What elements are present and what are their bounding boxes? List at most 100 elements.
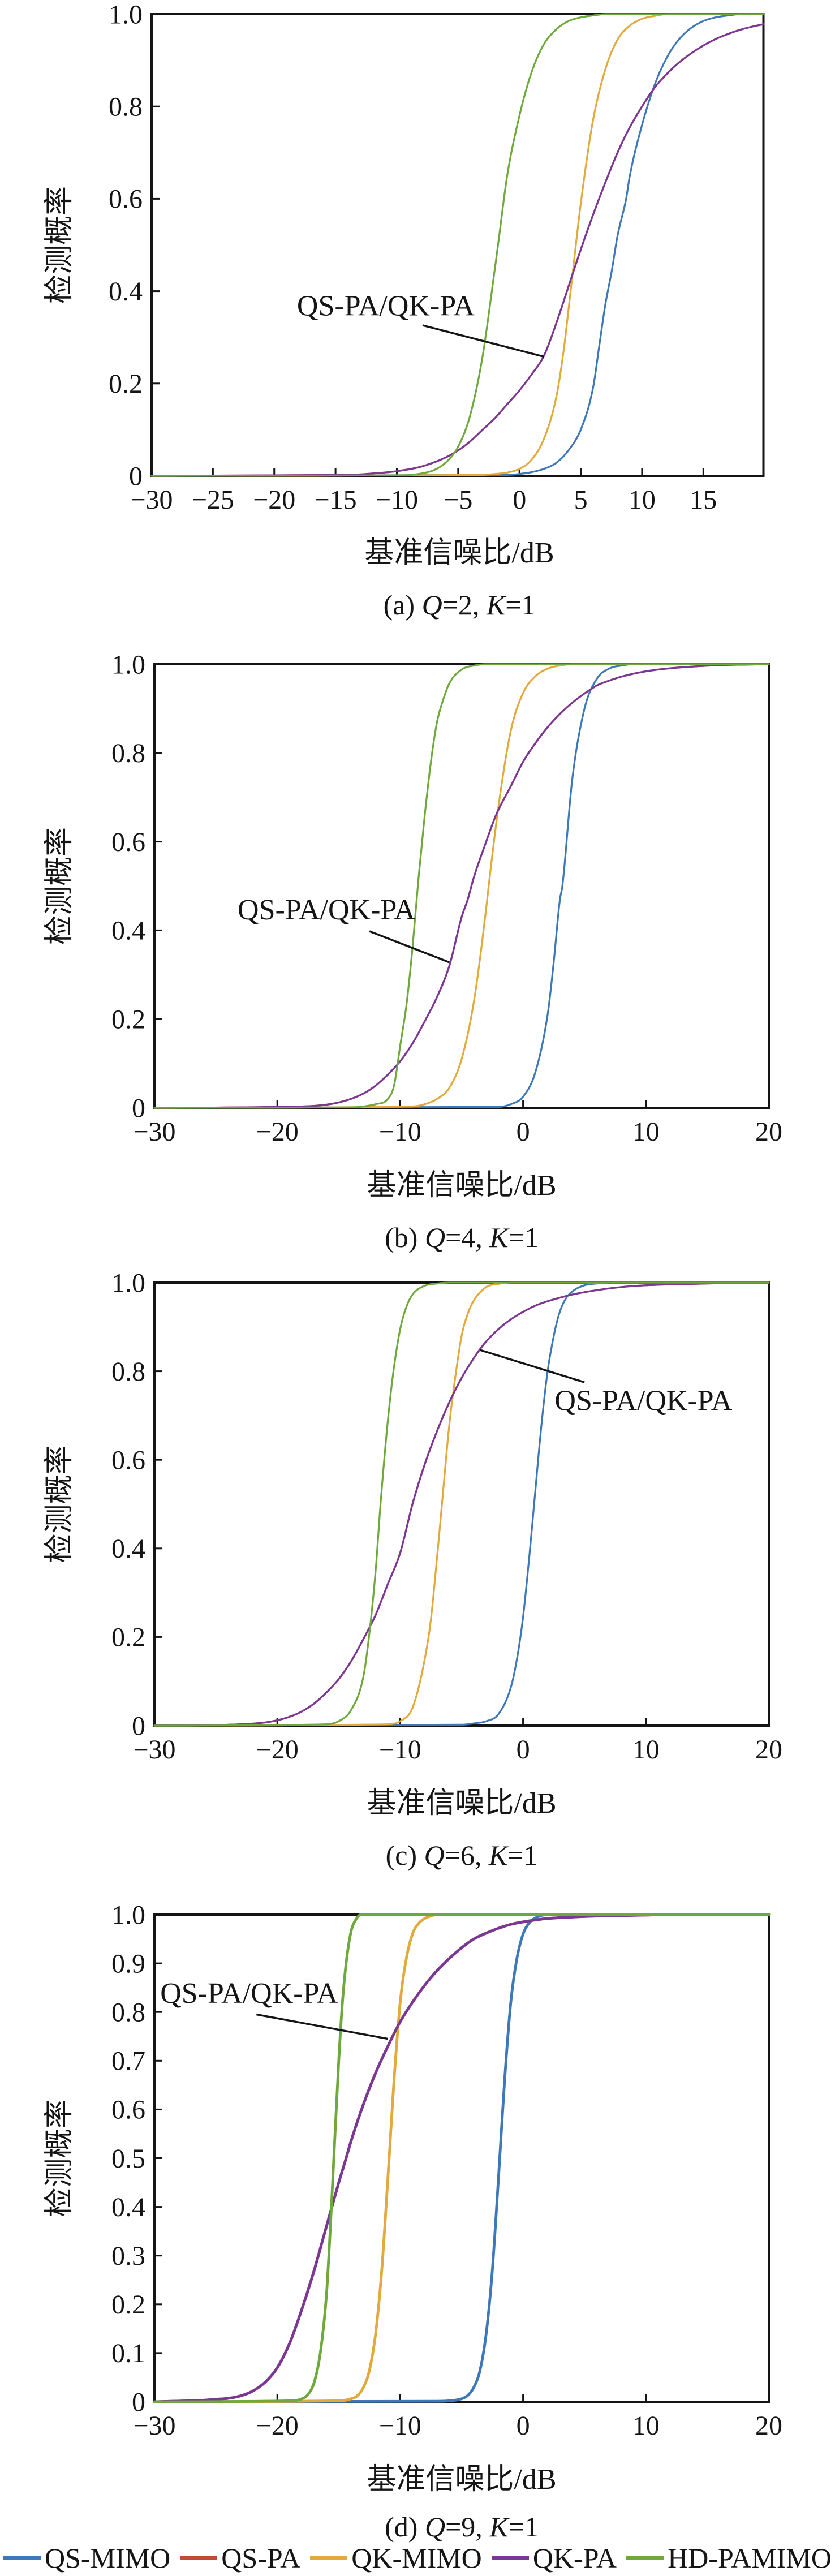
legend-label-qs-pa: QS-PA (221, 2542, 301, 2574)
y-tick-label-d: 1.0 (111, 1900, 145, 1930)
x-tick-label-c: −30 (133, 1735, 175, 1765)
x-axis-label-a: 基准信噪比/dB (364, 537, 554, 569)
caption-part: =9, (445, 2511, 489, 2543)
annotation-leader-b (369, 930, 450, 964)
legend-line-hd-pamimo (626, 2556, 664, 2560)
y-axis-label-d: 检测概率 (44, 2099, 76, 2217)
x-tick-label-d: −30 (133, 2411, 175, 2441)
x-axis-label-b: 基准信噪比/dB (367, 1169, 556, 1202)
y-tick-label-d: 0.4 (111, 2192, 145, 2222)
y-tick-label-a: 0 (129, 461, 143, 491)
y-tick-label-d: 0.7 (111, 2046, 145, 2076)
curve-qk-mimo-a (150, 13, 765, 477)
caption-part: K (489, 1222, 510, 1253)
x-tick-label-d: 20 (755, 2411, 782, 2441)
caption-part: (c) (386, 1839, 424, 1871)
caption-d: (d) Q=9, K=1 (385, 2511, 539, 2543)
caption-part: K (486, 589, 507, 621)
y-tick-label-c: 0 (132, 1711, 145, 1741)
annotation-text-d: QS-PA/QK-PA (160, 1977, 338, 2010)
curve-hd-pamimo-c (153, 1281, 770, 1727)
subplot-c: −30 −20 −10 0 10 20 0 0.2 0.4 0.6 0.8 1.0 QS-PA/QK-P… (44, 1268, 782, 1871)
y-tick-label-a: 0.2 (109, 369, 143, 399)
curve-hd-pamimo-b (153, 663, 770, 1109)
x-tick-label-c: −10 (379, 1735, 421, 1765)
y-tick-label-a: 0.8 (109, 92, 143, 122)
plot-frame-c (153, 1281, 770, 1727)
y-axis-label-b: 检测概率 (44, 827, 76, 945)
y-axis-label-c: 检测概率 (44, 1445, 76, 1563)
annotation-text-c: QS-PA/QK-PA (554, 1385, 733, 1417)
curve-qk-mimo-c (153, 1281, 770, 1727)
caption-a: (a) Q=2, K=1 (384, 589, 536, 621)
y-tick-label-b: 0.2 (111, 1005, 145, 1035)
legend-item-qs-mimo: QS-MIMO (3, 2541, 170, 2574)
x-tick-label-a: −10 (376, 485, 418, 515)
y-tick-label-a: 0.4 (109, 277, 143, 307)
x-tick-label-b: 20 (755, 1117, 782, 1147)
curve-hd-pamimo-d (153, 1913, 771, 2403)
x-tick-label-b: −20 (256, 1117, 299, 1147)
x-tick-label-a: −15 (315, 485, 357, 515)
x-tick-label-b: 10 (632, 1117, 660, 1147)
annotation-text-a: QS-PA/QK-PA (297, 290, 475, 322)
curve-qs-pa-b (153, 663, 770, 1109)
y-tick-label-d: 0 (132, 2387, 145, 2417)
x-tick-label-a: −5 (444, 485, 472, 515)
y-tick-label-c: 1.0 (111, 1268, 145, 1298)
caption-part: (d) (385, 2511, 425, 2543)
legend-item-qs-pa: QS-PA (180, 2541, 300, 2574)
curve-qk-pa-d (153, 1913, 771, 2403)
x-tick-label-a: 10 (629, 485, 656, 515)
y-tick-label-c: 0.8 (111, 1357, 145, 1387)
legend-item-qk-pa: QK-PA (491, 2541, 617, 2574)
legend: QS-MIMO QS-PA QK-MIMO QK-PA HD-PAMIMO (0, 2540, 835, 2575)
y-tick-label-d: 0.9 (111, 1949, 145, 1979)
caption-part: (b) (385, 1222, 425, 1253)
y-tick-label-d: 0.1 (111, 2338, 145, 2368)
y-tick-label-b: 0 (132, 1093, 145, 1123)
curve-qs-pa-a (150, 23, 765, 477)
caption-part: Q (424, 1839, 445, 1871)
x-tick-label-a: −30 (130, 485, 173, 515)
curve-qk-pa-c (153, 1281, 770, 1727)
y-tick-label-c: 0.4 (111, 1534, 145, 1564)
caption-part: =1 (509, 1222, 539, 1253)
x-tick-label-a: 5 (574, 485, 588, 515)
x-tick-label-b: −30 (133, 1117, 175, 1147)
subplot-b: −30 −20 −10 0 10 20 0 0.2 0.4 0.6 0.8 1.0 QS-PA/QK-P… (44, 650, 782, 1253)
y-tick-label-d: 0.5 (111, 2144, 145, 2174)
annotation-leader-c (480, 1349, 585, 1383)
x-tick-label-a: −25 (192, 485, 234, 515)
y-tick-label-b: 1.0 (111, 650, 145, 680)
legend-label-qk-mimo: QK-MIMO (351, 2542, 482, 2574)
legend-item-hd-pamimo: HD-PAMIMO (626, 2541, 832, 2574)
x-tick-label-c: 20 (755, 1735, 782, 1765)
legend-item-qk-mimo: QK-MIMO (310, 2541, 482, 2574)
annotation-leader-d (256, 2013, 388, 2040)
legend-label-hd-pamimo: HD-PAMIMO (668, 2542, 832, 2574)
curve-qk-mimo-d (153, 1913, 771, 2403)
subplot-a: −30 −25 −20 −15 −10 −5 0 5 10 15 0 0.2 0.4 0.6 0.8 1.0 Q… (44, 0, 765, 621)
y-tick-label-a: 1.0 (109, 0, 143, 29)
caption-part: =4, (445, 1222, 489, 1253)
x-tick-label-d: 10 (632, 2411, 660, 2441)
caption-part: =6, (445, 1839, 489, 1871)
subplot-d: −30 −20 −10 0 10 20 0 0.1 0.2 0.3 0.4 0.5 0.6 0.7 0.8 0… (44, 1900, 782, 2543)
legend-label-qk-pa: QK-PA (532, 2542, 617, 2574)
x-tick-label-d: −20 (256, 2411, 299, 2441)
caption-b: (b) Q=4, K=1 (385, 1222, 539, 1253)
y-tick-label-d: 0.3 (111, 2241, 145, 2271)
caption-part: =1 (509, 2511, 539, 2543)
x-tick-label-c: 0 (517, 1735, 530, 1765)
curve-hd-pamimo-a (150, 13, 765, 477)
legend-line-qs-pa (180, 2556, 218, 2560)
y-tick-label-c: 0.6 (111, 1446, 145, 1476)
x-tick-label-a: −20 (253, 485, 295, 515)
y-tick-label-c: 0.2 (111, 1623, 145, 1653)
x-tick-label-c: −20 (256, 1735, 299, 1765)
x-tick-label-a: 15 (690, 485, 717, 515)
x-tick-label-b: −10 (379, 1117, 421, 1147)
curve-qk-pa-b (153, 663, 770, 1109)
